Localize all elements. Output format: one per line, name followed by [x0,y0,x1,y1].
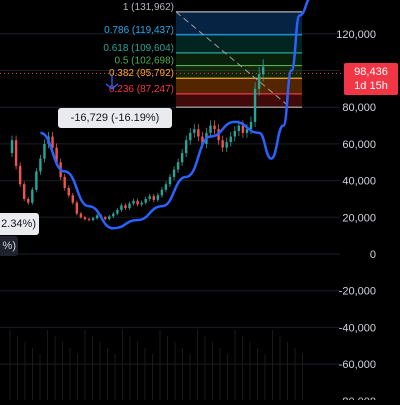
candle-body [35,171,38,190]
fib-label: 0.5 (102,698) [115,56,175,67]
candle-body [201,136,204,144]
left-measure-label-1: 2.34%) [0,213,39,235]
candle-body [172,169,176,177]
candle-body [83,217,87,220]
y-tick-label: 20,000 [342,212,376,224]
y-tick-label: 0 [370,249,376,261]
candle-body [213,125,216,130]
candle-body [39,158,42,172]
candle-body [116,209,119,214]
candle-body [104,217,107,220]
candle-body [180,153,184,163]
y-tick-label: 80,000 [342,102,376,114]
y-tick-label: 60,000 [342,139,376,151]
candle-body [67,187,70,196]
candle-body [124,205,127,209]
y-tick-label: -20,000 [339,286,376,298]
candle-body [156,195,160,200]
y-tick-label: 40,000 [342,176,376,188]
candle-body [120,205,123,210]
candle-body [87,219,91,221]
candle-body [71,195,74,203]
channel-curve [39,0,310,230]
candle-body [245,129,249,133]
candle-body [209,125,212,133]
candle-body [51,136,54,148]
candle-body [95,215,99,219]
candle-body [237,125,241,132]
candle-body [75,202,79,214]
fib-label: 1 (131,962) [123,2,174,13]
last-price-value: 98,436 [354,66,388,78]
candle-body [261,66,265,75]
candle-body [91,218,95,221]
candle-body [152,196,155,200]
candle-body [63,176,66,188]
candle-body [197,129,200,137]
y-tick-label: -80,000 [339,396,376,400]
candle-body [144,198,147,203]
candle-body [18,165,22,185]
candle-body [229,136,232,143]
candle-body [132,200,135,204]
candle-body [27,198,30,203]
candle-body [31,189,34,203]
candle-body [148,196,151,199]
fib-label: 0.382 (95,792) [109,68,174,79]
candle-body [43,143,46,159]
fib-zone [176,78,302,94]
fib-zone [176,93,302,108]
last-price-tag: 98,436 1d 15h [344,63,398,95]
candle-body [185,140,188,154]
candle-body [193,129,196,133]
candle-body [249,121,253,130]
bar-countdown: 1d 15h [354,80,388,92]
candle-body [55,147,58,163]
candle-body [233,131,236,137]
candle-body [112,213,115,217]
candle-body [160,189,164,196]
candle-body [225,142,228,148]
candle-body [128,203,131,209]
measure-tooltip: -16,729 (-16.19%) [58,108,172,128]
candle-body [23,184,26,199]
fib-zone [176,34,302,53]
fib-zone [176,65,302,79]
candle-body [136,200,139,205]
fib-zone [176,52,302,66]
candle-body [79,213,83,218]
fib-label: 0.236 (87,247) [109,84,174,95]
candle-body [241,125,245,133]
measure-arrow-head [105,83,119,90]
candle-body [176,162,180,170]
fib-zone [176,11,302,35]
fib-label: 0.786 (119,437) [104,25,174,36]
y-tick-label: -60,000 [339,359,376,371]
candle-body [253,88,257,122]
candle-body [221,140,224,148]
candle-body [168,176,172,185]
y-tick-label: -40,000 [339,322,376,334]
candle-body [257,74,261,89]
candle-body [10,140,14,154]
y-tick-label: 120,000 [336,29,376,41]
candle-body [140,202,143,205]
candle-body [189,132,192,141]
left-measure-label-2: %) [0,236,18,256]
candle-body [14,140,18,166]
fib-label: 0.618 (109,604) [103,43,174,54]
candle-body [164,184,168,190]
candle-body [108,216,111,220]
fib-trend-line [175,11,291,108]
